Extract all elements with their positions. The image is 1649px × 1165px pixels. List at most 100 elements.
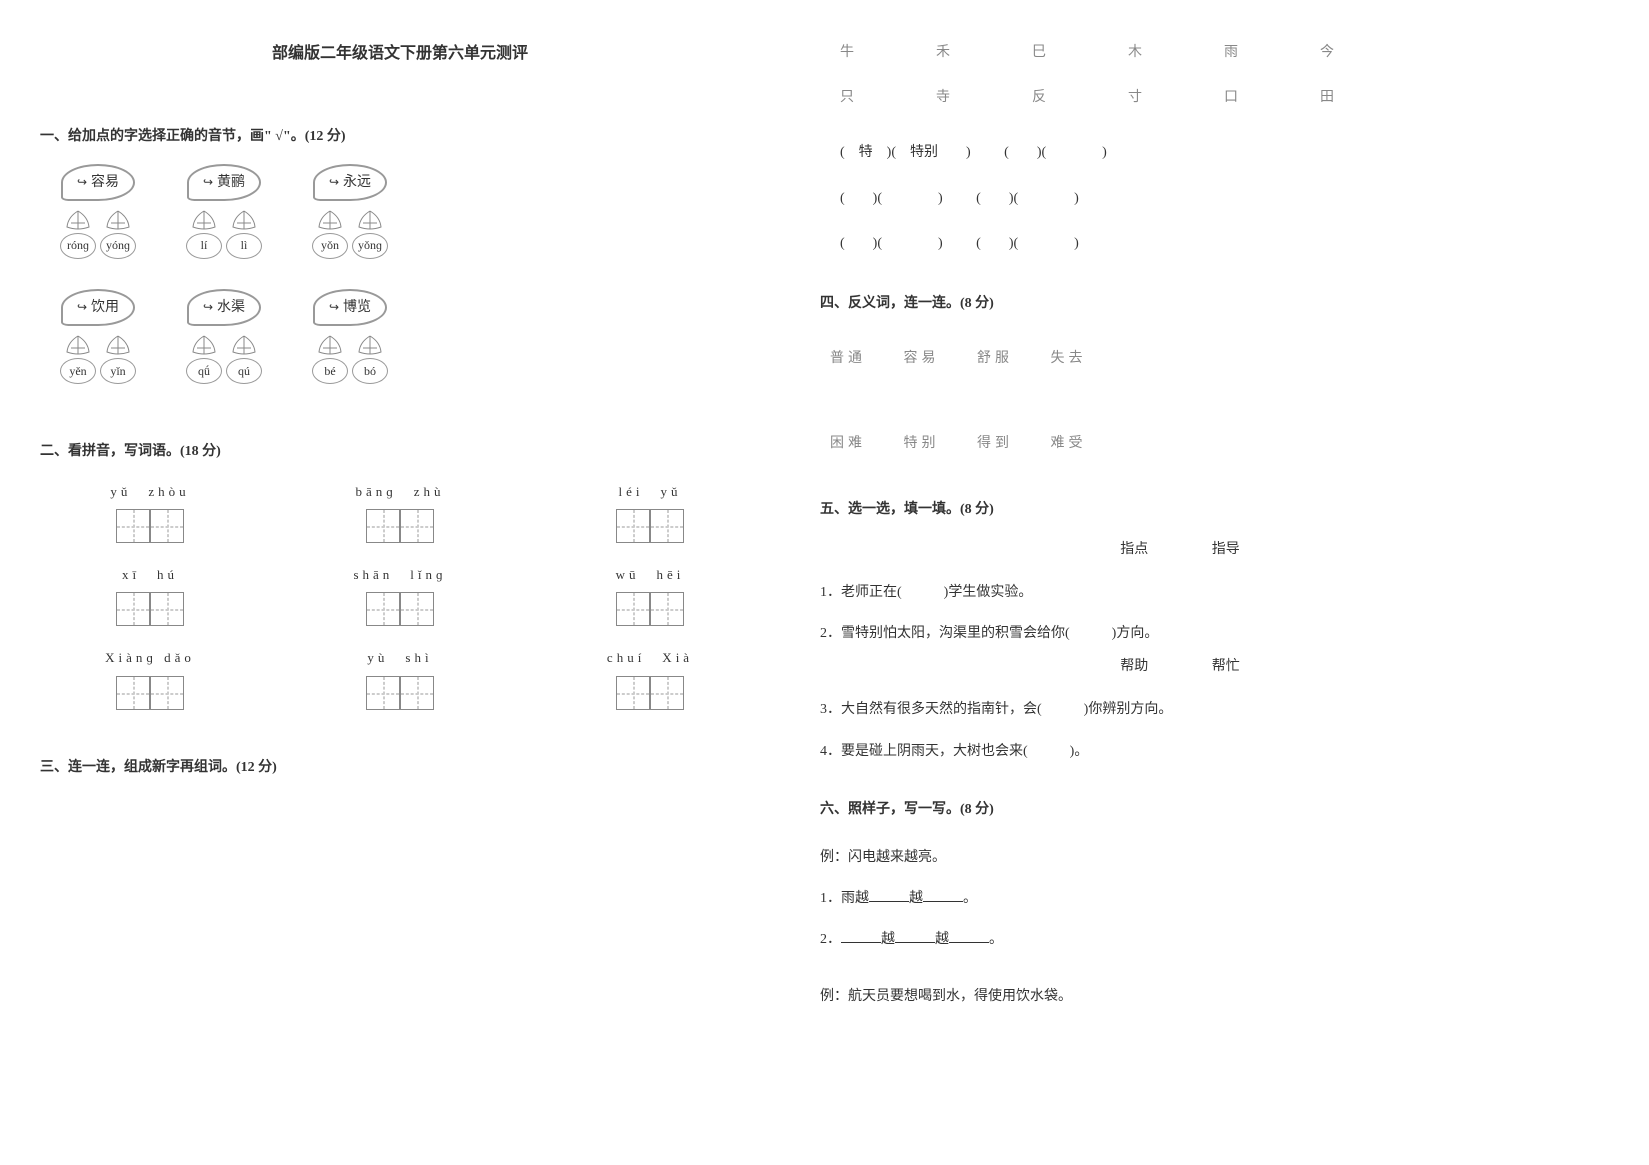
option-label: lì [226,233,262,259]
section4-header: 四、反义词，连一连。(8 分) [820,291,1540,316]
option-label: bé [312,358,348,384]
pinyin-item: ↪容易 rónɡ yónɡ [60,164,136,259]
char-box [116,509,150,543]
pinyin-label: bānɡ zhù [355,480,444,503]
leaf-icon [103,334,133,358]
pinyin-label: yù shì [367,646,432,669]
char-box [116,676,150,710]
word-label: ↪饮用 [61,289,135,326]
leaf-icon [355,334,385,358]
section3-header: 三、连一连，组成新字再组词。(12 分) [40,755,760,780]
leaf-icon [355,209,385,233]
grid-item: shān lǐnɡ [290,563,510,626]
leaf-icon [103,209,133,233]
grid-item: xī hú [40,563,260,626]
char-box [366,592,400,626]
word-label: ↪水渠 [187,289,261,326]
char-box [616,509,650,543]
right-column: 牛 禾 巳 木 雨 今 只 寺 反 寸 口 田 ( 特 )( 特别 ) ( )(… [820,40,1540,1017]
combine-line-2: ( )( ) ( )( ) [820,186,1540,211]
char-box [366,676,400,710]
pinyin-label: léi yǔ [619,480,682,503]
option-label: yǐn [100,358,136,384]
grid-item: yù shì [290,646,510,709]
antonym-row-1: 普通 容易 舒服 失去 [820,346,1540,371]
pinyin-label: shān lǐnɡ [353,563,446,586]
example-1: 例：闪电越来越亮。 [820,845,1540,870]
option-label: yǒnɡ [352,233,388,259]
char-box [150,676,184,710]
leaf-icon [189,209,219,233]
pinyin-row-1: ↪容易 rónɡ yónɡ ↪黄鹂 lí lì ↪永远 yǒn yǒnɡ [40,164,760,259]
grid-item: yǔ zhòu [40,480,260,543]
char-box [650,592,684,626]
option-label: qú [226,358,262,384]
question-2: 2．雪特别怕太阳，沟渠里的积雪会给你( )方向。 [820,621,1540,646]
word-grid: yǔ zhòu bānɡ zhù léi yǔ xī hú shān lǐnɡ … [40,480,760,710]
grid-item: wū hēi [540,563,760,626]
pinyin-item: ↪永远 yǒn yǒnɡ [312,164,388,259]
char-box [150,592,184,626]
char-box [400,676,434,710]
leaf-icon [315,334,345,358]
question-1: 1．老师正在( )学生做实验。 [820,580,1540,605]
choice-group-2: 帮助 帮忙 [820,654,1540,679]
leaf-icon [63,209,93,233]
word-label: ↪黄鹂 [187,164,261,201]
option-label: qǘ [186,358,222,384]
char-box [650,676,684,710]
question-4: 4．要是碰上阴雨天，大树也会来( )。 [820,739,1540,764]
char-box [400,592,434,626]
combine-line-3: ( )( ) ( )( ) [820,231,1540,256]
option-label: yǒn [312,233,348,259]
antonym-row-2: 困难 特别 得到 难受 [820,431,1540,456]
pinyin-item: ↪博览 bé bó [312,289,388,384]
char-box [116,592,150,626]
char-box [150,509,184,543]
word-label: ↪容易 [61,164,135,201]
grid-item: Xiànɡ dǎo [40,646,260,709]
blank-line-2: 2．越越。 [820,927,1540,952]
char-box [400,509,434,543]
section5-header: 五、选一选，填一填。(8 分) [820,497,1540,522]
section1-header: 一、给加点的字选择正确的音节，画" √"。(12 分) [40,124,760,149]
option-label: rónɡ [60,233,96,259]
option-label: lí [186,233,222,259]
grid-item: léi yǔ [540,480,760,543]
pinyin-label: Xiànɡ dǎo [105,646,195,669]
option-label: yěn [60,358,96,384]
char-row-top: 牛 禾 巳 木 雨 今 [820,40,1540,65]
char-box [366,509,400,543]
grid-item: bānɡ zhù [290,480,510,543]
char-row-bottom: 只 寺 反 寸 口 田 [820,85,1540,110]
choice-group-1: 指点 指导 [820,537,1540,562]
pinyin-item: ↪水渠 qǘ qú [186,289,262,384]
option-label: bó [352,358,388,384]
leaf-icon [63,334,93,358]
pinyin-label: wū hēi [616,563,685,586]
word-label: ↪博览 [313,289,387,326]
grid-item: chuí Xià [540,646,760,709]
char-box [616,676,650,710]
combine-line-1: ( 特 )( 特别 ) ( )( ) [820,140,1540,165]
left-column: 部编版二年级语文下册第六单元测评 一、给加点的字选择正确的音节，画" √"。(1… [40,40,760,1017]
blank-line-1: 1．雨越越。 [820,886,1540,911]
leaf-icon [189,334,219,358]
char-box [650,509,684,543]
pinyin-label: xī hú [122,563,178,586]
section2-header: 二、看拼音，写词语。(18 分) [40,439,760,464]
doc-title: 部编版二年级语文下册第六单元测评 [40,40,760,69]
question-3: 3．大自然有很多天然的指南针，会( )你辨别方向。 [820,697,1540,722]
example-2: 例：航天员要想喝到水，得使用饮水袋。 [820,984,1540,1009]
leaf-icon [315,209,345,233]
leaf-icon [229,334,259,358]
char-box [616,592,650,626]
pinyin-label: yǔ zhòu [110,480,189,503]
pinyin-item: ↪黄鹂 lí lì [186,164,262,259]
pinyin-label: chuí Xià [607,646,693,669]
pinyin-row-2: ↪饮用 yěn yǐn ↪水渠 qǘ qú ↪博览 bé bó [40,289,760,384]
section6-header: 六、照样子，写一写。(8 分) [820,797,1540,822]
leaf-icon [229,209,259,233]
pinyin-item: ↪饮用 yěn yǐn [60,289,136,384]
word-label: ↪永远 [313,164,387,201]
